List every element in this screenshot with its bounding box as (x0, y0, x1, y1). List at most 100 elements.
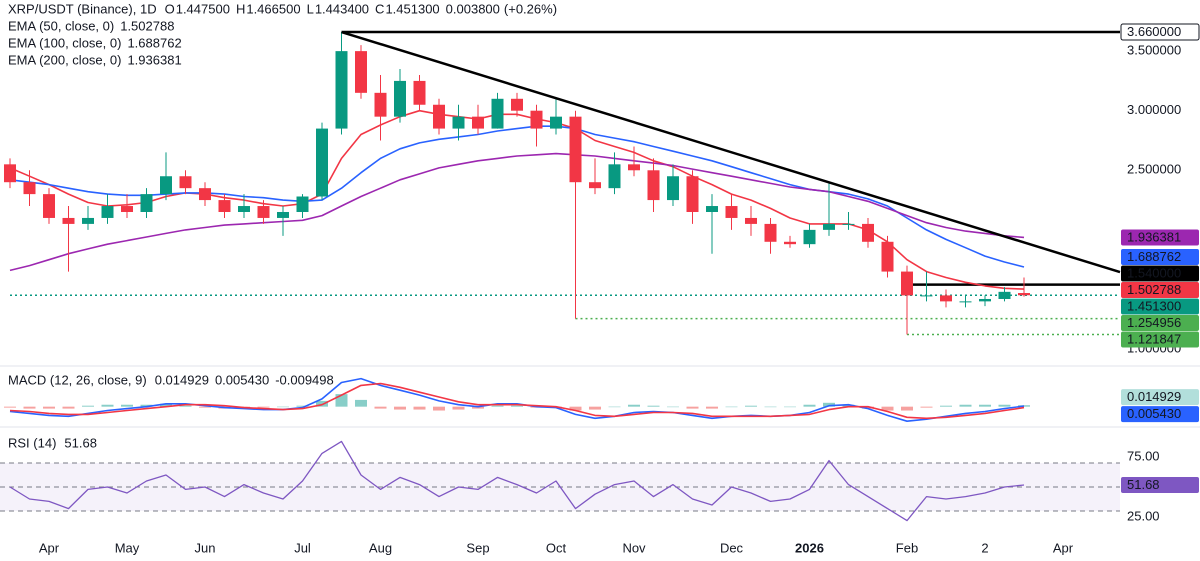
price-tag (1121, 281, 1199, 298)
candle-body (43, 194, 55, 218)
macd-histogram-bar (433, 406, 445, 411)
x-tick-label: May (115, 540, 140, 555)
macd-histogram-bar (881, 406, 894, 411)
price-tag (1121, 476, 1199, 493)
price-tag (1121, 406, 1199, 423)
candle-body (472, 116, 484, 129)
macd-histogram-bar (842, 404, 855, 407)
x-tick-label: Apr (1053, 540, 1074, 555)
price-tag (1121, 248, 1199, 265)
macd-title: MACD (12, 26, close, 9) (8, 372, 147, 387)
candle-body (218, 200, 231, 212)
price-tag-label: 51.68 (1127, 477, 1160, 492)
candle-body (901, 271, 913, 296)
x-tick-label: Jun (195, 540, 216, 555)
macd-histogram-bar (803, 404, 816, 407)
macd-histogram-bar (764, 406, 777, 408)
candle-body (277, 211, 289, 218)
y-tick-label: 2.500000 (1127, 162, 1181, 177)
macd-histogram-bar (296, 405, 309, 407)
trendline (341, 30, 1121, 274)
macd-histogram-bar (374, 406, 387, 409)
candle-body (569, 116, 582, 183)
macd-histogram-bar (628, 404, 640, 407)
macd-histogram-bar (667, 406, 679, 408)
x-tick-label: Aug (369, 540, 392, 555)
candle-body (1018, 293, 1030, 296)
candle-body (530, 110, 543, 129)
rsi-legend-value: 51.68 (64, 435, 97, 450)
price-tag (1121, 314, 1199, 331)
price-tag (1121, 389, 1199, 406)
price-tag-label: 1.540000 (1127, 265, 1181, 280)
macd-histogram-bar (706, 406, 718, 409)
y-tick-label: 3.000000 (1127, 102, 1181, 117)
macd-histogram-bar (647, 405, 660, 407)
ohlc-key: O (165, 1, 175, 16)
macd-histogram-bar (940, 405, 952, 407)
macd-histogram-bar (257, 406, 270, 408)
price-tag (1120, 23, 1200, 41)
macd-histogram-bar (23, 406, 36, 409)
candle-body (647, 170, 660, 201)
macd-histogram-bar (686, 406, 699, 409)
price-tag-label: 3.660000 (1127, 24, 1181, 39)
macd-histogram-bar (394, 406, 406, 410)
candle-body (959, 301, 972, 303)
legend-name: EMA (200, close, 0) (8, 52, 121, 67)
ohlc-value: 1.466500 (246, 1, 300, 16)
macd-histogram-bar (589, 406, 601, 410)
macd-histogram-bar (62, 406, 75, 409)
rsi-line (9, 440, 1025, 522)
ohlc-key: L (307, 1, 314, 16)
legend-name: EMA (100, close, 0) (8, 35, 121, 50)
y-tick-label: 75.00 (1127, 448, 1160, 463)
macd-histogram-bar (101, 404, 114, 407)
candle-body (394, 80, 406, 117)
price-tag-label: 1.121847 (1127, 331, 1181, 346)
x-tick-label: Feb (896, 540, 918, 555)
macd-histogram-bar (160, 403, 172, 407)
macd-legend-value: 0.005430 (215, 372, 269, 387)
candle-body (160, 176, 172, 195)
candle-body (452, 116, 465, 129)
candle-body (764, 223, 777, 242)
price-tag (1121, 265, 1199, 282)
macd-line (9, 382, 1025, 420)
candle-body (998, 291, 1011, 299)
candle-body (862, 223, 874, 242)
candle-body (745, 217, 757, 224)
price-tag (1121, 298, 1199, 315)
candle-body (23, 182, 36, 195)
ohlc-value: 1.447500 (176, 1, 230, 16)
macd-histogram-bar (920, 406, 933, 408)
macd-histogram-bar (43, 406, 55, 409)
candle-body (433, 104, 445, 129)
x-tick-label: 2026 (795, 540, 824, 555)
macd-histogram-bar (784, 406, 796, 408)
macd-histogram-bar (979, 404, 991, 407)
price-tag-label: 1.451300 (1127, 298, 1181, 313)
price-tag-label: 1.254956 (1127, 315, 1181, 330)
candle-body (179, 176, 192, 189)
candle-body (121, 206, 133, 212)
macd-histogram-bar (4, 406, 16, 408)
candle-body (257, 206, 270, 218)
ohlc-key: C (375, 1, 384, 16)
x-tick-label: Nov (622, 540, 646, 555)
candle-body (316, 128, 328, 197)
x-tick-label: Jul (294, 540, 311, 555)
price-tag-label: 1.502788 (1127, 282, 1181, 297)
legend-name: EMA (50, close, 0) (8, 18, 114, 33)
macd-histogram-bar (862, 406, 874, 409)
macd-histogram-bar (82, 405, 94, 407)
candle-body (199, 188, 211, 201)
candle-body (881, 241, 894, 272)
macd-histogram-bar (491, 405, 504, 407)
x-tick-label: Apr (39, 540, 60, 555)
x-tick-label: Oct (546, 540, 567, 555)
candle-body (803, 229, 816, 245)
candle-body (238, 206, 250, 212)
candle-body (4, 164, 16, 183)
